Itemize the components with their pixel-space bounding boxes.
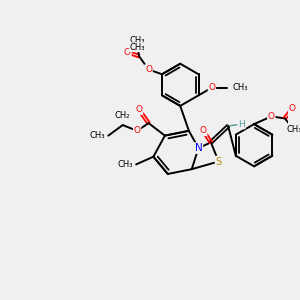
Text: O: O — [124, 48, 131, 57]
Text: O: O — [134, 126, 141, 135]
Text: O: O — [208, 83, 215, 92]
Text: CH₃: CH₃ — [129, 43, 145, 52]
Text: O: O — [289, 104, 296, 113]
Text: CH₃: CH₃ — [129, 36, 145, 45]
Text: N: N — [195, 143, 202, 153]
Text: O: O — [200, 126, 207, 135]
Text: H: H — [238, 120, 245, 129]
Text: O: O — [268, 112, 275, 121]
Text: O: O — [136, 105, 142, 114]
Text: O: O — [145, 65, 152, 74]
Text: CH₃: CH₃ — [232, 83, 248, 92]
Text: CH₂: CH₂ — [115, 111, 130, 120]
Text: CH₃: CH₃ — [118, 160, 133, 169]
Text: CH₃: CH₃ — [286, 125, 300, 134]
Text: S: S — [215, 157, 222, 166]
Text: CH₃: CH₃ — [90, 131, 106, 140]
